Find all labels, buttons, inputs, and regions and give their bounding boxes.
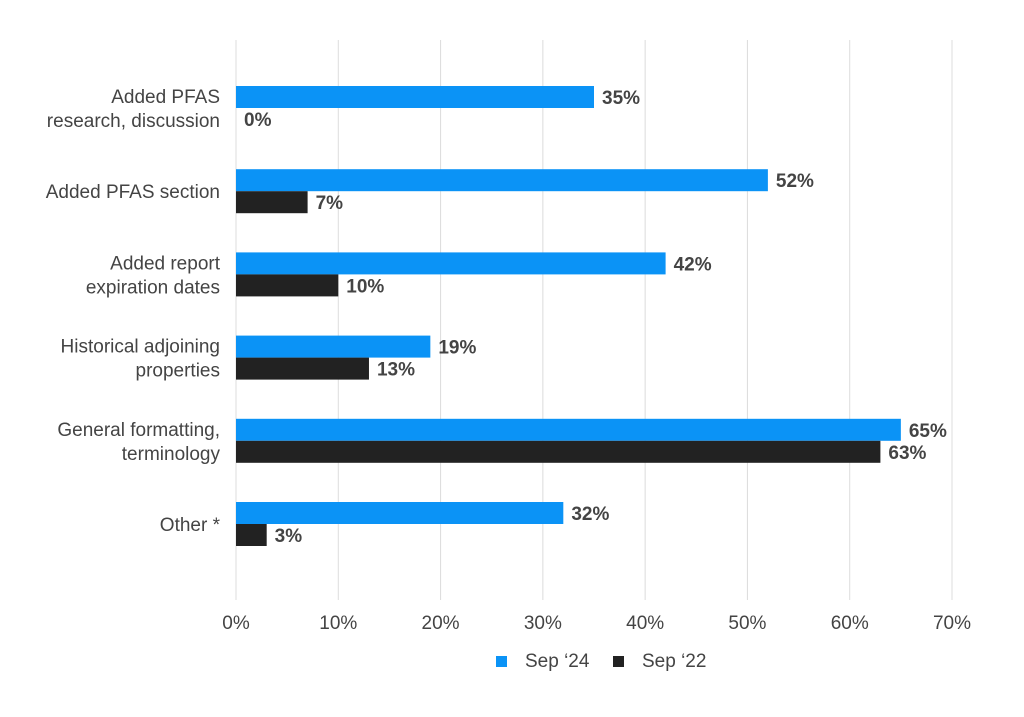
category-label: Added PFAS section [46,182,220,203]
category-label-line: research, discussion [47,111,220,132]
legend-swatch [496,656,507,667]
category-label-line: Historical adjoining [61,337,220,358]
category-label-line: Added PFAS [111,87,220,108]
bar-sep-24 [236,86,594,108]
x-tick-label: 70% [933,613,971,634]
data-label: 19% [438,338,476,359]
bar-sep-22 [236,440,881,463]
category-label-line: properties [136,361,221,382]
x-tick-label: 30% [524,613,562,634]
bar-sep-22 [236,274,339,297]
gridlines [235,40,953,600]
bar-sep-24 [236,335,431,358]
bar-sep-24 [236,418,901,441]
data-label: 13% [377,360,415,381]
x-axis-ticks: 0% 10% 20% 30% 40% 50% 60% 70% [222,613,971,634]
legend-label: Sep ‘22 [642,651,706,672]
legend-label: Sep ‘24 [525,651,590,672]
x-tick-label: 50% [728,613,766,634]
data-label: 52% [776,171,814,192]
bar-sep-24 [236,502,564,524]
bar-sep-24 [236,252,666,275]
category-label: General formatting, terminology [57,420,220,465]
data-label: 35% [602,88,640,109]
bar-sep-22 [236,524,267,546]
legend-swatch [613,656,624,667]
data-label: 63% [888,443,926,464]
category-label-line: terminology [122,444,221,465]
data-label: 7% [316,193,344,214]
category-label: Added report expiration dates [86,253,221,298]
category-label-line: Added PFAS section [46,182,220,203]
bar-sep-24 [236,169,768,192]
bars [236,86,901,546]
data-label: 32% [571,504,609,525]
bar-sep-22 [236,357,369,380]
category-label: Other * [160,515,221,536]
x-tick-label: 0% [222,613,250,634]
legend: Sep ‘24 Sep ‘22 [496,651,706,672]
category-label-line: Added report [110,253,221,274]
bar-sep-22 [236,191,308,214]
x-tick-label: 40% [626,613,664,634]
category-label-line: Other * [160,515,221,536]
category-label-line: General formatting, [57,420,220,441]
x-tick-label: 10% [319,613,357,634]
data-label: 10% [346,276,384,297]
category-label: Historical adjoining properties [61,337,220,382]
data-label: 65% [909,421,947,442]
category-label: Added PFAS research, discussion [47,87,220,132]
data-label: 42% [674,254,712,275]
x-tick-label: 60% [831,613,869,634]
data-label: 0% [244,110,272,131]
data-labels: 35% 0% 52% 7% 42% 10% 19% 13% 65%63% 32% 3% [244,88,947,547]
x-tick-label: 20% [422,613,460,634]
category-label-line: expiration dates [86,277,220,298]
data-label: 3% [275,526,303,547]
